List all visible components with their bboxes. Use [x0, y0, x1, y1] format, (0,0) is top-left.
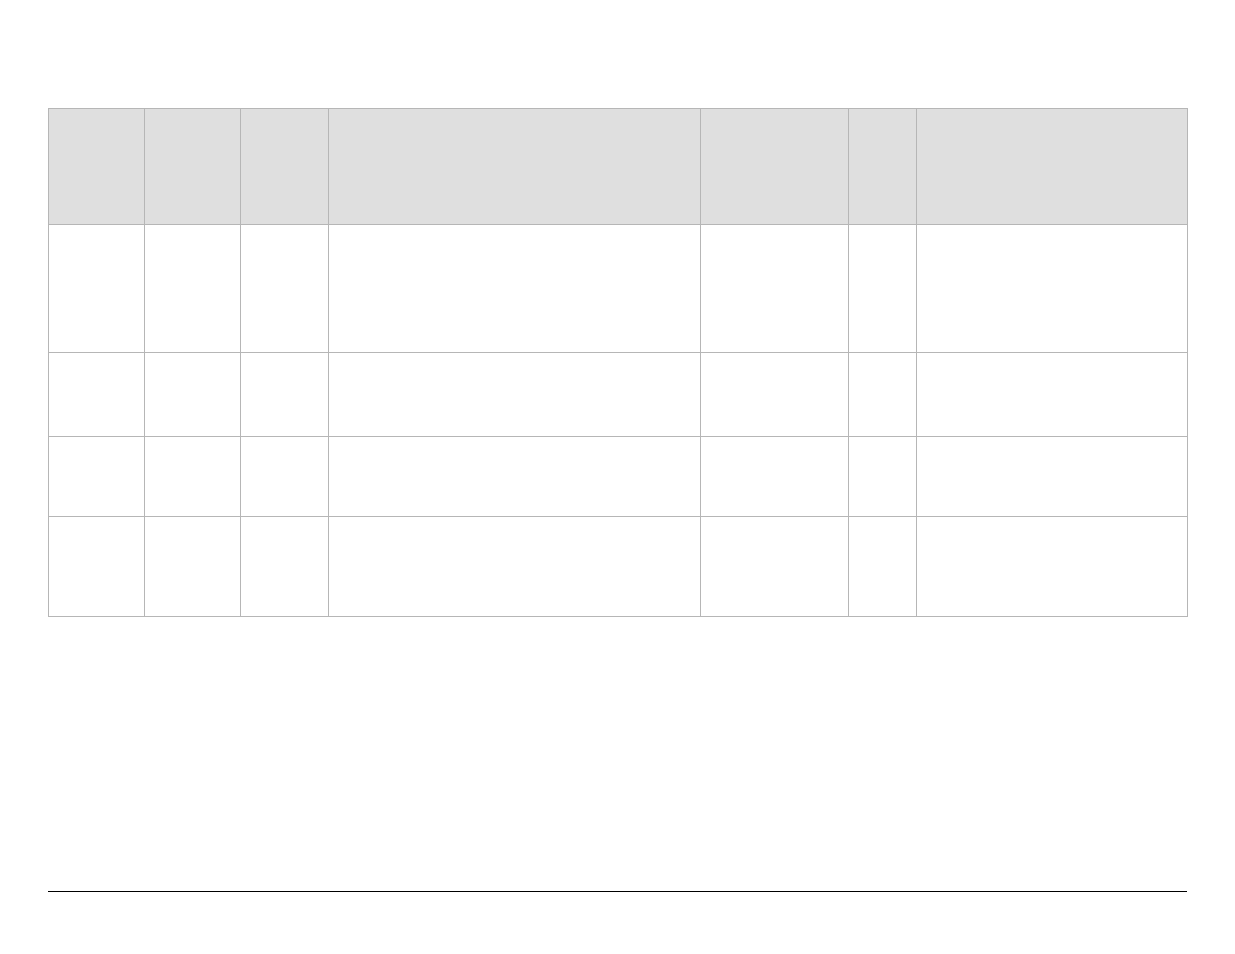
table-cell [329, 225, 701, 353]
footer-rule [48, 891, 1187, 892]
table-cell [917, 353, 1188, 437]
data-table [48, 108, 1188, 617]
table-cell [145, 225, 241, 353]
table-cell [701, 353, 849, 437]
table-header-cell [49, 109, 145, 225]
table-cell [145, 517, 241, 617]
table-cell [701, 437, 849, 517]
table-cell [49, 437, 145, 517]
table-cell [701, 225, 849, 353]
table-header-cell [917, 109, 1188, 225]
table-header-cell [145, 109, 241, 225]
table-cell [329, 353, 701, 437]
table-cell [849, 225, 917, 353]
table-cell [241, 225, 329, 353]
table-row [49, 437, 1188, 517]
table-header-cell [241, 109, 329, 225]
table-cell [917, 517, 1188, 617]
table-cell [701, 517, 849, 617]
table-header-cell [329, 109, 701, 225]
table-header-row [49, 109, 1188, 225]
table-cell [329, 517, 701, 617]
table-cell [241, 353, 329, 437]
table-cell [241, 517, 329, 617]
table-cell [849, 517, 917, 617]
table-row [49, 517, 1188, 617]
table-cell [917, 437, 1188, 517]
table-header-cell [701, 109, 849, 225]
table-header-cell [849, 109, 917, 225]
table-row [49, 353, 1188, 437]
document-page [0, 0, 1235, 954]
table-cell [849, 437, 917, 517]
table-cell [241, 437, 329, 517]
table-cell [849, 353, 917, 437]
table-row [49, 225, 1188, 353]
table-cell [917, 225, 1188, 353]
table-cell [145, 437, 241, 517]
table-cell [329, 437, 701, 517]
table-cell [49, 353, 145, 437]
table-cell [145, 353, 241, 437]
table-cell [49, 517, 145, 617]
table-cell [49, 225, 145, 353]
